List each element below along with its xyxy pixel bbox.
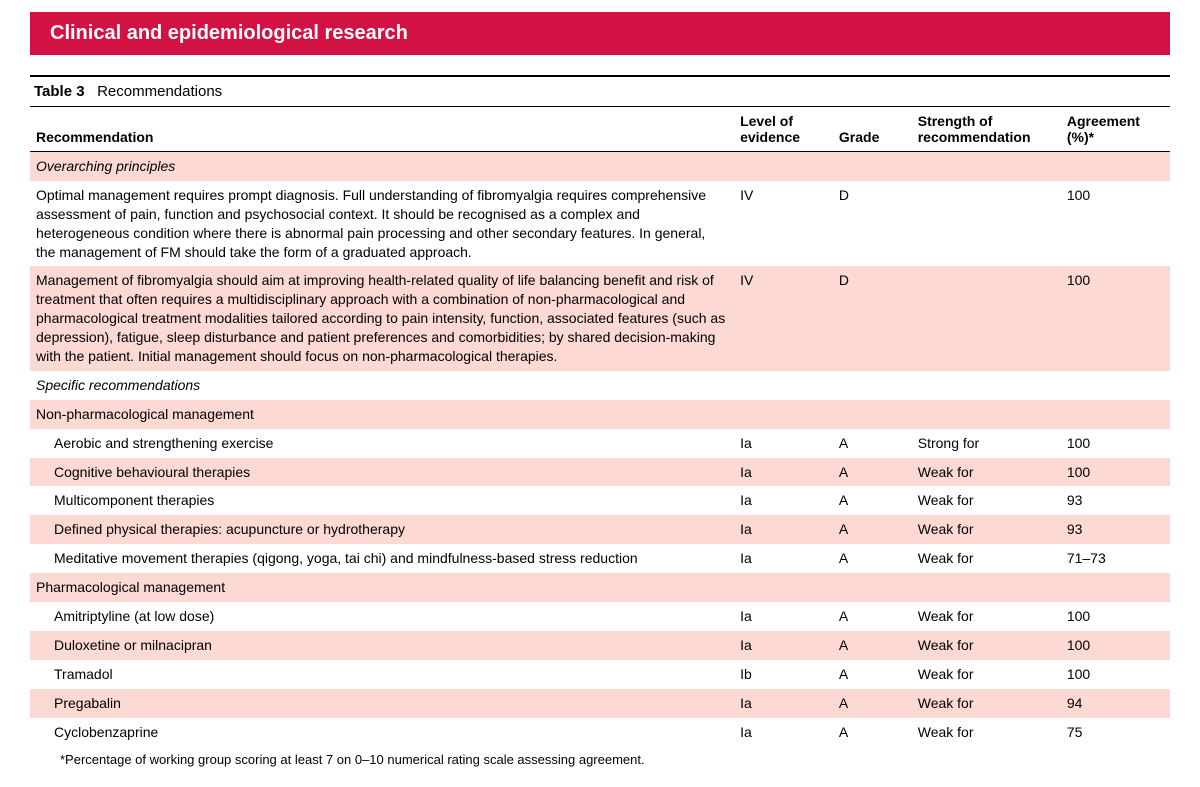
- cell-strength: Weak for: [912, 602, 1061, 631]
- table-row: Cognitive behavioural therapiesIaAWeak f…: [30, 458, 1170, 487]
- cell-strength: Weak for: [912, 486, 1061, 515]
- cell-strength: Weak for: [912, 660, 1061, 689]
- cell-recommendation: Multicomponent therapies: [30, 486, 734, 515]
- col-recommendation: Recommendation: [30, 107, 734, 152]
- table-row: Management of fibromyalgia should aim at…: [30, 266, 1170, 370]
- table-row: Non-pharmacological management: [30, 400, 1170, 429]
- cell-grade: A: [833, 429, 912, 458]
- cell-agreement: 71–73: [1061, 544, 1170, 573]
- cell-recommendation: Tramadol: [30, 660, 734, 689]
- cell-grade: A: [833, 544, 912, 573]
- cell-recommendation: Overarching principles: [30, 152, 1170, 181]
- cell-level-of-evidence: Ia: [734, 429, 833, 458]
- table-row: Specific recommendations: [30, 371, 1170, 400]
- cell-agreement: 93: [1061, 486, 1170, 515]
- cell-agreement: 100: [1061, 602, 1170, 631]
- cell-agreement: 75: [1061, 718, 1170, 747]
- table-row: Optimal management requires prompt diagn…: [30, 181, 1170, 267]
- cell-agreement: 93: [1061, 515, 1170, 544]
- cell-recommendation: Optimal management requires prompt diagn…: [30, 181, 734, 267]
- table-row: Overarching principles: [30, 152, 1170, 181]
- table-footnote: *Percentage of working group scoring at …: [60, 752, 1170, 767]
- cell-strength: Weak for: [912, 458, 1061, 487]
- table-caption: Recommendations: [97, 83, 222, 100]
- table-row: Amitriptyline (at low dose)IaAWeak for10…: [30, 602, 1170, 631]
- cell-level-of-evidence: Ia: [734, 515, 833, 544]
- cell-agreement: 100: [1061, 266, 1170, 370]
- table-title: Table 3 Recommendations: [30, 75, 1170, 107]
- table-header-row: Recommendation Level of evidence Grade S…: [30, 107, 1170, 152]
- cell-strength: [912, 266, 1061, 370]
- cell-recommendation: Pregabalin: [30, 689, 734, 718]
- col-agreement: Agreement (%)*: [1061, 107, 1170, 152]
- cell-recommendation: Duloxetine or milnacipran: [30, 631, 734, 660]
- col-level-of-evidence: Level of evidence: [734, 107, 833, 152]
- cell-recommendation: Meditative movement therapies (qigong, y…: [30, 544, 734, 573]
- cell-grade: A: [833, 515, 912, 544]
- table-label: Table 3: [34, 83, 85, 100]
- col-grade: Grade: [833, 107, 912, 152]
- table-row: Defined physical therapies: acupuncture …: [30, 515, 1170, 544]
- cell-agreement: 100: [1061, 429, 1170, 458]
- table-row: Duloxetine or milnacipranIaAWeak for100: [30, 631, 1170, 660]
- cell-grade: A: [833, 689, 912, 718]
- cell-level-of-evidence: Ib: [734, 660, 833, 689]
- cell-recommendation: Defined physical therapies: acupuncture …: [30, 515, 734, 544]
- cell-strength: Weak for: [912, 544, 1061, 573]
- section-banner: Clinical and epidemiological research: [30, 12, 1170, 55]
- col-strength: Strength of recommendation: [912, 107, 1061, 152]
- cell-strength: Weak for: [912, 631, 1061, 660]
- table-row: Pharmacological management: [30, 573, 1170, 602]
- table-row: Meditative movement therapies (qigong, y…: [30, 544, 1170, 573]
- cell-level-of-evidence: Ia: [734, 544, 833, 573]
- cell-level-of-evidence: IV: [734, 181, 833, 267]
- cell-agreement: 100: [1061, 631, 1170, 660]
- cell-strength: Strong for: [912, 429, 1061, 458]
- cell-strength: [912, 181, 1061, 267]
- cell-strength: Weak for: [912, 515, 1061, 544]
- table-row: PregabalinIaAWeak for94: [30, 689, 1170, 718]
- cell-grade: A: [833, 486, 912, 515]
- table-row: TramadolIbAWeak for100: [30, 660, 1170, 689]
- cell-level-of-evidence: Ia: [734, 458, 833, 487]
- table-row: Aerobic and strengthening exerciseIaAStr…: [30, 429, 1170, 458]
- cell-strength: Weak for: [912, 689, 1061, 718]
- table-container: Table 3 Recommendations Recommendation L…: [30, 75, 1170, 746]
- cell-grade: A: [833, 602, 912, 631]
- recommendations-table: Recommendation Level of evidence Grade S…: [30, 107, 1170, 746]
- cell-agreement: 100: [1061, 458, 1170, 487]
- cell-grade: A: [833, 718, 912, 747]
- cell-grade: D: [833, 266, 912, 370]
- cell-grade: D: [833, 181, 912, 267]
- cell-level-of-evidence: Ia: [734, 631, 833, 660]
- table-body: Overarching principlesOptimal management…: [30, 152, 1170, 747]
- cell-level-of-evidence: Ia: [734, 602, 833, 631]
- table-row: Multicomponent therapiesIaAWeak for93: [30, 486, 1170, 515]
- table-row: CyclobenzaprineIaAWeak for75: [30, 718, 1170, 747]
- cell-recommendation: Specific recommendations: [30, 371, 1170, 400]
- cell-recommendation: Management of fibromyalgia should aim at…: [30, 266, 734, 370]
- cell-agreement: 100: [1061, 660, 1170, 689]
- cell-grade: A: [833, 660, 912, 689]
- cell-strength: Weak for: [912, 718, 1061, 747]
- cell-recommendation: Amitriptyline (at low dose): [30, 602, 734, 631]
- cell-recommendation: Aerobic and strengthening exercise: [30, 429, 734, 458]
- cell-grade: A: [833, 458, 912, 487]
- cell-recommendation: Pharmacological management: [30, 573, 1170, 602]
- cell-recommendation: Non-pharmacological management: [30, 400, 1170, 429]
- cell-recommendation: Cognitive behavioural therapies: [30, 458, 734, 487]
- cell-level-of-evidence: Ia: [734, 718, 833, 747]
- cell-agreement: 94: [1061, 689, 1170, 718]
- cell-grade: A: [833, 631, 912, 660]
- cell-level-of-evidence: Ia: [734, 486, 833, 515]
- cell-level-of-evidence: Ia: [734, 689, 833, 718]
- cell-recommendation: Cyclobenzaprine: [30, 718, 734, 747]
- cell-level-of-evidence: IV: [734, 266, 833, 370]
- cell-agreement: 100: [1061, 181, 1170, 267]
